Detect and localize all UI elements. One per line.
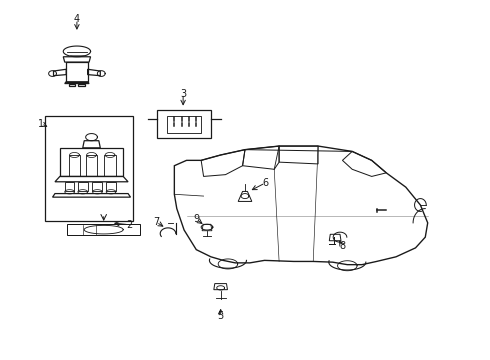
Text: 3: 3	[180, 89, 186, 99]
Text: 4: 4	[74, 14, 80, 24]
Text: 1: 1	[38, 118, 45, 129]
Text: 5: 5	[218, 311, 224, 321]
Text: 6: 6	[263, 178, 269, 188]
Text: 7: 7	[153, 217, 159, 227]
Text: 2: 2	[126, 220, 132, 230]
Text: 9: 9	[193, 214, 199, 224]
Text: 8: 8	[340, 241, 345, 251]
